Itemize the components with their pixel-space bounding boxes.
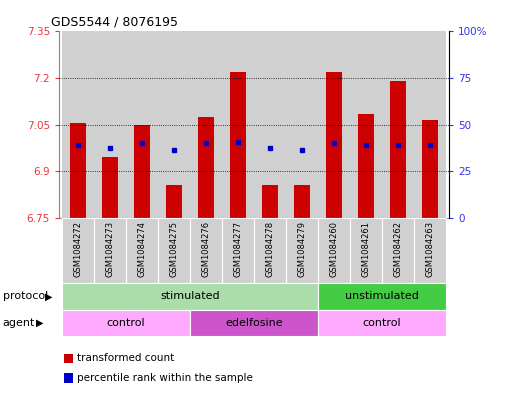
Bar	[230, 72, 246, 218]
Bar	[350, 218, 382, 283]
Text: ▶: ▶	[45, 291, 52, 301]
Bar	[62, 283, 318, 310]
Bar	[222, 31, 254, 218]
Text: GSM1084260: GSM1084260	[329, 221, 339, 277]
Bar	[102, 158, 118, 218]
Bar	[62, 218, 94, 283]
Bar	[350, 31, 382, 218]
Bar	[318, 31, 350, 218]
Text: edelfosine: edelfosine	[225, 318, 283, 328]
Text: GSM1084277: GSM1084277	[233, 221, 243, 277]
Bar	[198, 117, 214, 218]
Text: GSM1084278: GSM1084278	[265, 221, 274, 277]
Bar	[190, 310, 318, 336]
Text: agent: agent	[3, 318, 35, 328]
Text: percentile rank within the sample: percentile rank within the sample	[77, 373, 253, 383]
Text: GSM1084275: GSM1084275	[169, 221, 179, 277]
Bar	[413, 218, 446, 283]
Bar	[70, 123, 86, 218]
Text: GSM1084276: GSM1084276	[202, 221, 210, 277]
Text: GSM1084274: GSM1084274	[137, 221, 147, 277]
Text: ▶: ▶	[36, 318, 44, 328]
Text: transformed count: transformed count	[77, 353, 175, 363]
Bar	[318, 310, 446, 336]
Bar	[190, 218, 222, 283]
Bar	[413, 31, 446, 218]
Text: GSM1084273: GSM1084273	[106, 221, 114, 277]
Bar	[254, 218, 286, 283]
Text: GDS5544 / 8076195: GDS5544 / 8076195	[51, 16, 178, 29]
Bar	[318, 218, 350, 283]
Bar	[158, 31, 190, 218]
Bar	[254, 31, 286, 218]
Text: protocol: protocol	[3, 291, 48, 301]
Bar	[222, 218, 254, 283]
Text: GSM1084263: GSM1084263	[425, 221, 434, 277]
Text: GSM1084279: GSM1084279	[298, 221, 306, 277]
Bar	[358, 114, 374, 218]
Bar	[190, 31, 222, 218]
Bar	[286, 218, 318, 283]
Bar	[62, 31, 94, 218]
Bar	[382, 31, 413, 218]
Bar	[126, 218, 158, 283]
Bar	[166, 185, 182, 218]
Bar	[158, 218, 190, 283]
Text: GSM1084261: GSM1084261	[361, 221, 370, 277]
Text: unstimulated: unstimulated	[345, 291, 419, 301]
Text: GSM1084272: GSM1084272	[74, 221, 83, 277]
Text: control: control	[107, 318, 145, 328]
Bar	[94, 31, 126, 218]
Bar	[126, 31, 158, 218]
Bar	[326, 72, 342, 218]
Text: control: control	[363, 318, 401, 328]
Text: GSM1084262: GSM1084262	[393, 221, 402, 277]
Bar	[94, 218, 126, 283]
Bar	[318, 283, 446, 310]
Bar	[62, 310, 190, 336]
Text: stimulated: stimulated	[160, 291, 220, 301]
Bar	[422, 120, 438, 218]
Bar	[382, 218, 413, 283]
Bar	[262, 185, 278, 218]
Bar	[390, 81, 406, 218]
Bar	[134, 125, 150, 218]
Bar	[294, 185, 310, 218]
Bar	[286, 31, 318, 218]
